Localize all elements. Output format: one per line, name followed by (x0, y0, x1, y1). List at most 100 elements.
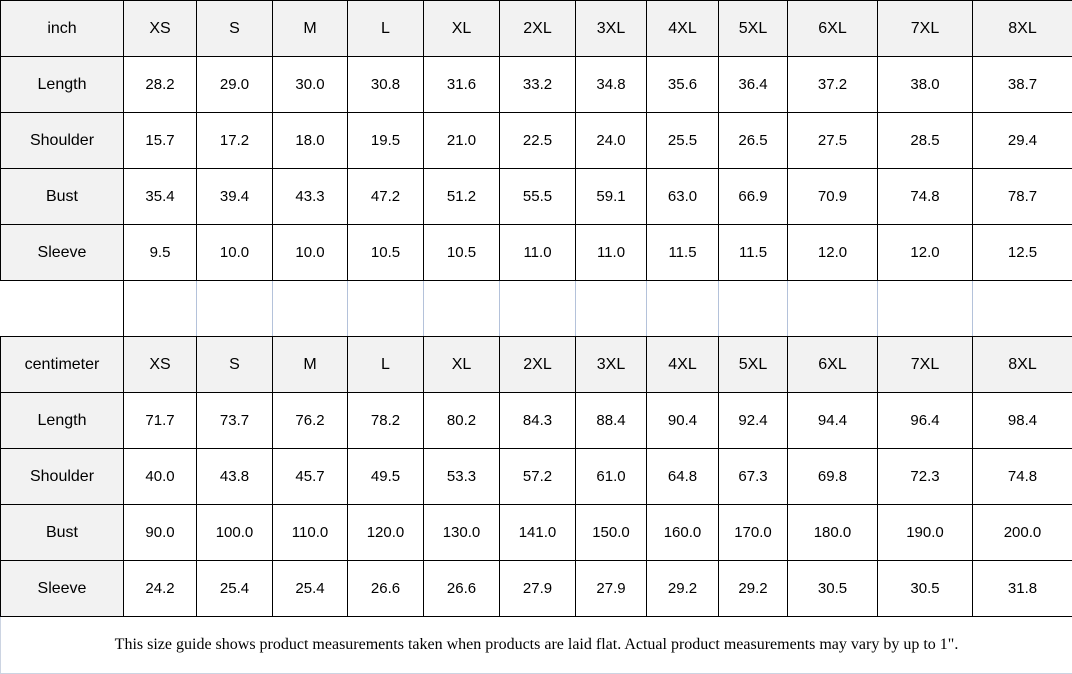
centimeter-row-length: Length 71.7 73.7 76.2 78.2 80.2 84.3 88.4 90.4 92… (0, 392, 1072, 449)
spacer-cell (0, 280, 124, 337)
measurement-cell: 47.2 (347, 168, 424, 225)
spacer-cell (347, 280, 424, 337)
measurement-cell: 66.9 (718, 168, 788, 225)
spacer-row (0, 280, 1072, 337)
measure-row-label: Shoulder (0, 112, 124, 169)
centimeter-unit-label: centimeter (0, 336, 124, 393)
size-col-header: 5XL (718, 336, 788, 393)
measurement-cell: 98.4 (972, 392, 1072, 449)
measurement-cell: 35.6 (646, 56, 719, 113)
measurement-cell: 190.0 (877, 504, 973, 561)
measurement-cell: 27.9 (499, 560, 576, 617)
inch-row-shoulder: Shoulder 15.7 17.2 18.0 19.5 21.0 22.5 24.0 25.5… (0, 112, 1072, 169)
inch-header-row: inch XS S M L XL 2XL 3XL 4XL 5XL 6XL 7XL 8XL (0, 0, 1072, 57)
measurement-cell: 74.8 (972, 448, 1072, 505)
measurement-cell: 141.0 (499, 504, 576, 561)
centimeter-header-row: centimeter XS S M L XL 2XL 3XL 4XL 5XL 6XL 7XL 8XL (0, 336, 1072, 393)
size-col-header: S (196, 0, 273, 57)
centimeter-row-bust: Bust 90.0 100.0 110.0 120.0 130.0 141.0 150.0 16… (0, 504, 1072, 561)
measurement-cell: 28.2 (123, 56, 197, 113)
size-col-header: 4XL (646, 0, 719, 57)
measurement-cell: 45.7 (272, 448, 348, 505)
size-col-header: M (272, 0, 348, 57)
size-col-header: 7XL (877, 0, 973, 57)
size-col-header: 3XL (575, 336, 647, 393)
spacer-cell (123, 280, 197, 337)
measurement-cell: 84.3 (499, 392, 576, 449)
measurement-cell: 11.5 (718, 224, 788, 281)
measurement-cell: 100.0 (196, 504, 273, 561)
spacer-cell (272, 280, 348, 337)
measurement-cell: 59.1 (575, 168, 647, 225)
measurement-cell: 11.5 (646, 224, 719, 281)
measurement-cell: 17.2 (196, 112, 273, 169)
measurement-cell: 90.4 (646, 392, 719, 449)
measurement-cell: 26.6 (347, 560, 424, 617)
measurement-cell: 76.2 (272, 392, 348, 449)
measurement-cell: 110.0 (272, 504, 348, 561)
measurement-cell: 12.0 (787, 224, 878, 281)
size-col-header: 7XL (877, 336, 973, 393)
measurement-cell: 10.0 (196, 224, 273, 281)
measurement-cell: 64.8 (646, 448, 719, 505)
measurement-cell: 130.0 (423, 504, 500, 561)
measure-row-label: Length (0, 56, 124, 113)
measurement-cell: 53.3 (423, 448, 500, 505)
measurement-cell: 25.4 (272, 560, 348, 617)
measurement-cell: 40.0 (123, 448, 197, 505)
measurement-cell: 61.0 (575, 448, 647, 505)
spacer-cell (787, 280, 878, 337)
measurement-cell: 94.4 (787, 392, 878, 449)
measurement-cell: 170.0 (718, 504, 788, 561)
inch-row-sleeve: Sleeve 9.5 10.0 10.0 10.5 10.5 11.0 11.0 11.5 11.… (0, 224, 1072, 281)
measurement-cell: 30.5 (787, 560, 878, 617)
measurement-cell: 180.0 (787, 504, 878, 561)
measurement-cell: 11.0 (499, 224, 576, 281)
measurement-cell: 25.5 (646, 112, 719, 169)
measurement-cell: 71.7 (123, 392, 197, 449)
measurement-cell: 10.0 (272, 224, 348, 281)
size-col-header: 3XL (575, 0, 647, 57)
measurement-cell: 30.0 (272, 56, 348, 113)
measurement-cell: 69.8 (787, 448, 878, 505)
spacer-cell (196, 280, 273, 337)
measurement-cell: 21.0 (423, 112, 500, 169)
size-col-header: XL (423, 0, 500, 57)
measurement-cell: 34.8 (575, 56, 647, 113)
spacer-cell (646, 280, 719, 337)
spacer-cell (423, 280, 500, 337)
size-col-header: 8XL (972, 0, 1072, 57)
size-col-header: 8XL (972, 336, 1072, 393)
spacer-cell (499, 280, 576, 337)
size-col-header: 2XL (499, 0, 576, 57)
measurement-cell: 57.2 (499, 448, 576, 505)
measurement-cell: 27.5 (787, 112, 878, 169)
measurement-cell: 12.5 (972, 224, 1072, 281)
measurement-cell: 26.6 (423, 560, 500, 617)
measurement-cell: 49.5 (347, 448, 424, 505)
size-col-header: L (347, 336, 424, 393)
measurement-cell: 29.4 (972, 112, 1072, 169)
inch-row-length: Length 28.2 29.0 30.0 30.8 31.6 33.2 34.8 35.6 36… (0, 56, 1072, 113)
measurement-cell: 38.0 (877, 56, 973, 113)
measurement-cell: 18.0 (272, 112, 348, 169)
measurement-cell: 15.7 (123, 112, 197, 169)
measurement-cell: 200.0 (972, 504, 1072, 561)
measurement-cell: 39.4 (196, 168, 273, 225)
spacer-cell (877, 280, 973, 337)
measurement-cell: 78.2 (347, 392, 424, 449)
measurement-cell: 67.3 (718, 448, 788, 505)
size-col-header: 6XL (787, 336, 878, 393)
size-col-header: L (347, 0, 424, 57)
measurement-cell: 36.4 (718, 56, 788, 113)
measurement-cell: 29.2 (718, 560, 788, 617)
measurement-cell: 33.2 (499, 56, 576, 113)
measure-row-label: Bust (0, 168, 124, 225)
measurement-cell: 38.7 (972, 56, 1072, 113)
measurement-cell: 31.6 (423, 56, 500, 113)
measurement-cell: 10.5 (423, 224, 500, 281)
measurement-cell: 51.2 (423, 168, 500, 225)
measurement-cell: 160.0 (646, 504, 719, 561)
measurement-cell: 90.0 (123, 504, 197, 561)
measurement-cell: 9.5 (123, 224, 197, 281)
